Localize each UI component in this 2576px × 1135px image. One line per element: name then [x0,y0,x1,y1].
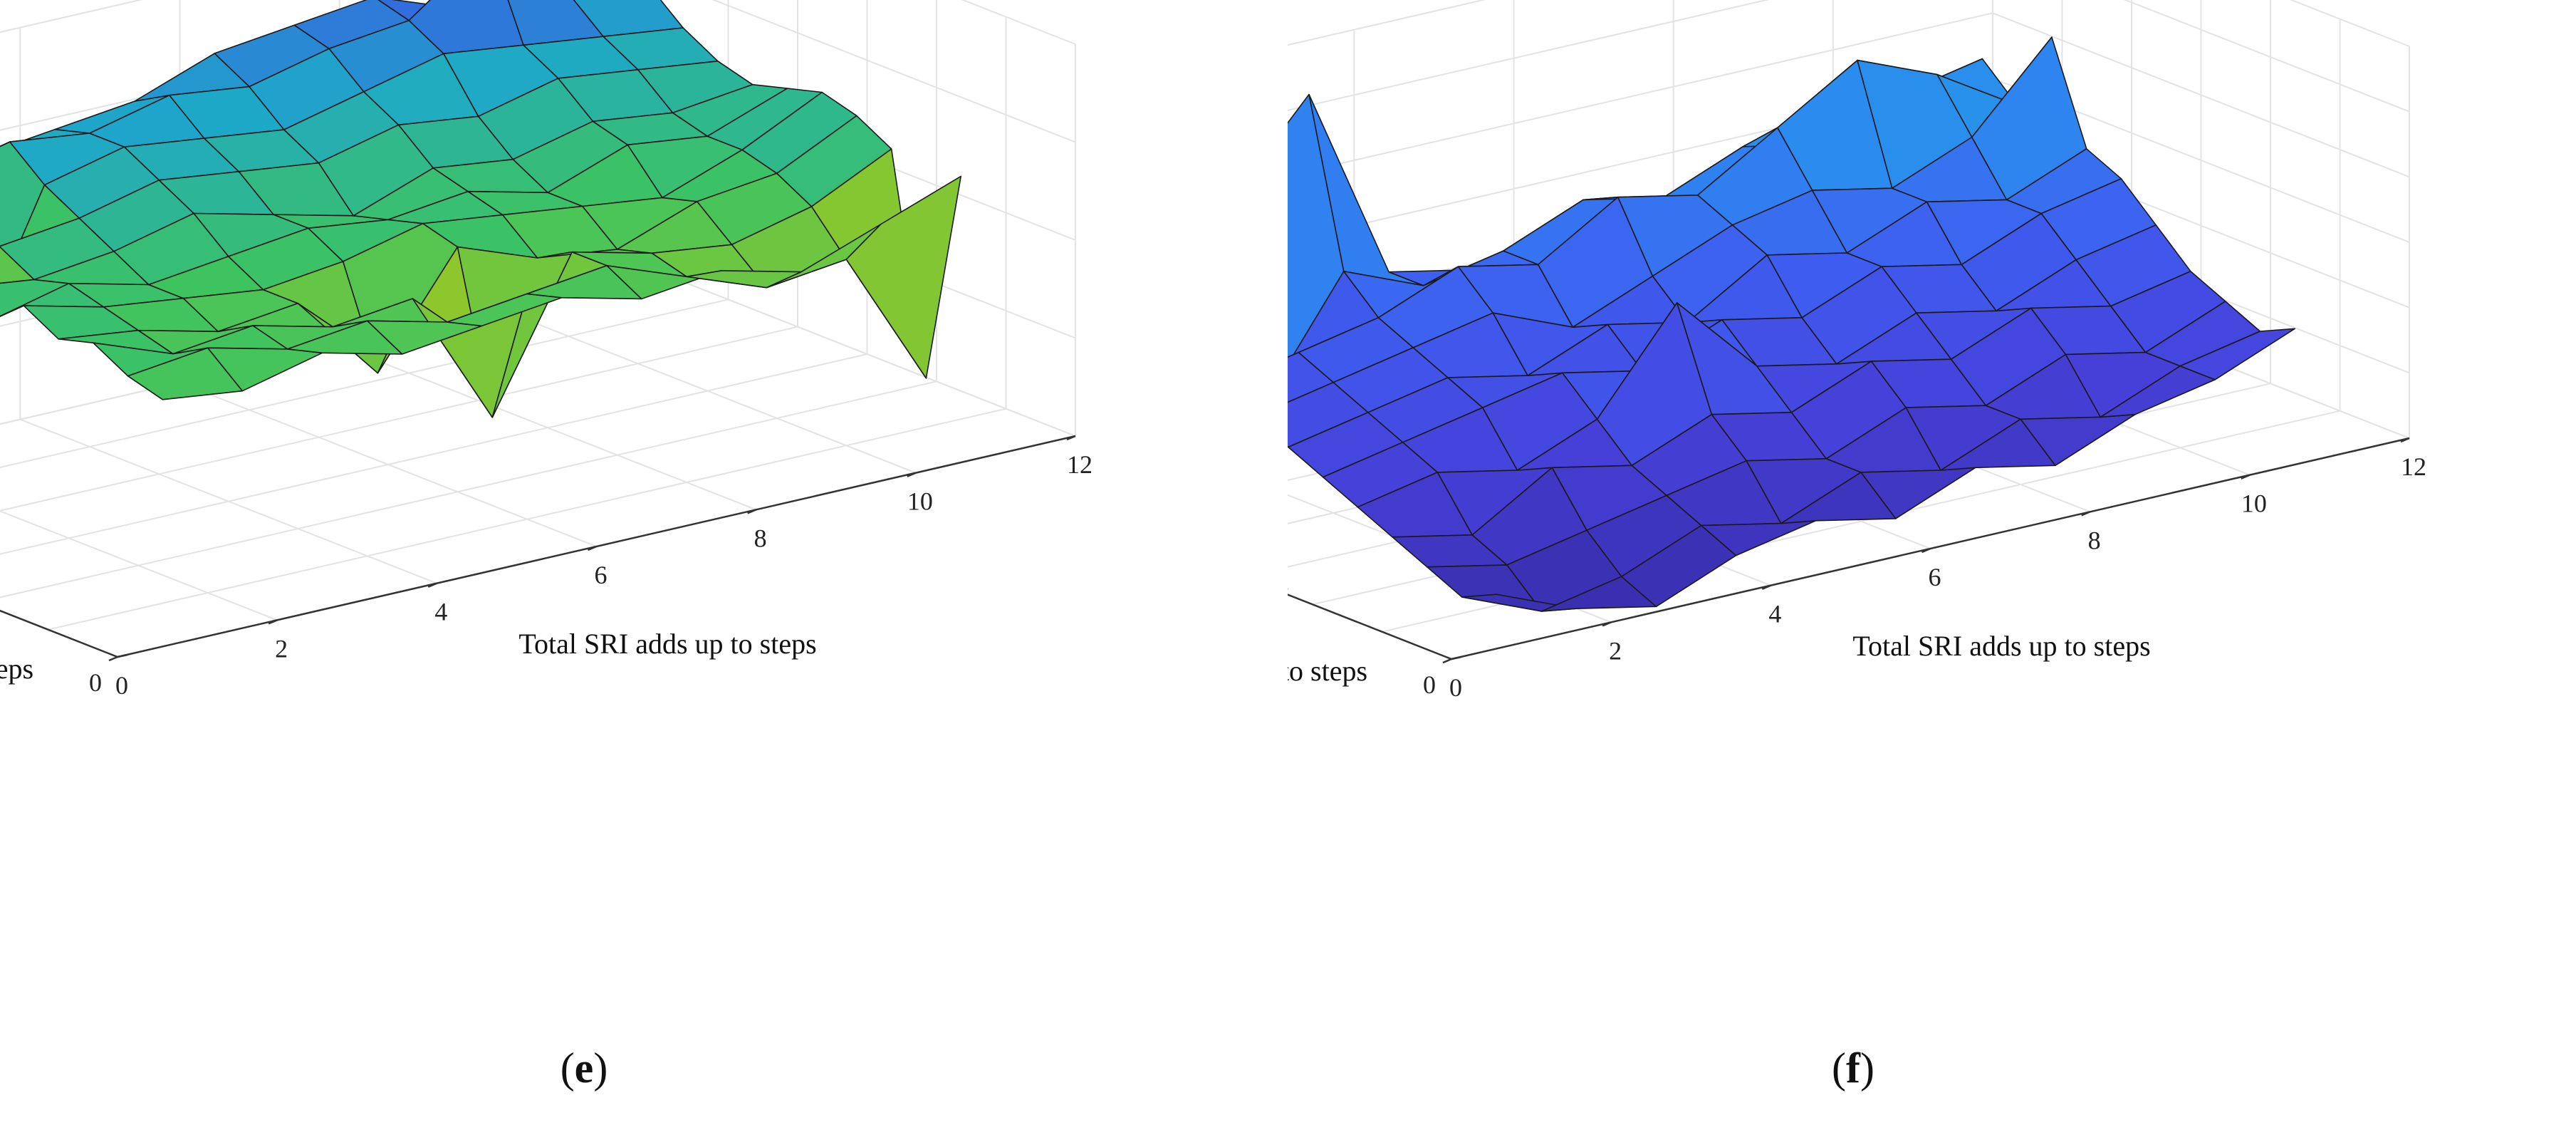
x-tick-label: 2 [1609,636,1622,665]
floor-grid-y [0,326,798,512]
surface [1288,36,2295,612]
x-tick-label: 0 [1449,673,1462,702]
x-tick-label: 12 [1067,450,1093,479]
y-axis-label: Total T adds up to steps [1288,655,1367,687]
x-tick-mark [108,655,118,662]
y-axis-line [0,609,118,658]
panel-f: 02468101205100.60.811.21.41.61.8Total SR… [1288,0,2575,1135]
x-tick-label: 4 [1768,600,1781,628]
side-wall-grid-z [2123,0,2410,113]
caption-e: (e) [560,1045,608,1092]
side-wall-grid-z [711,0,1076,143]
caption-f-letter: f [1846,1045,1860,1092]
x-tick-mark [1066,435,1076,441]
x-tick-mark [1761,584,1771,590]
x-tick-mark [907,472,917,477]
x-tick-label: 8 [754,524,767,552]
x-tick-label: 10 [907,487,933,516]
x-tick-label: 6 [1929,563,1941,591]
x-tick-label: 2 [275,634,288,663]
x-tick-mark [2241,474,2251,480]
back-wall-grid-z [1288,0,1770,111]
x-tick-mark [747,509,757,514]
x-tick-mark [2400,437,2410,443]
cv-rmse-surface-chart: 02468101205100.60.811.21.41.61.8Total SR… [1288,0,2426,702]
x-tick-label: 4 [434,598,447,626]
floor-grid-y [48,408,1006,631]
x-tick-mark [268,619,278,625]
x-tick-mark [1602,621,1612,627]
x-axis-label: Total SRI adds up to steps [1852,630,2150,662]
y-tick-mark [1451,655,1462,660]
floor-grid-x [0,510,278,621]
x-tick-label: 12 [2401,452,2426,481]
floor-grid-y [0,353,867,555]
x-tick-mark [588,545,597,551]
y-axis-label: Total T adds up to steps [0,653,33,685]
x-tick-mark [427,582,437,588]
y-axis-line [1288,594,1452,660]
side-wall-grid-z [2289,0,2410,47]
y-tick-label: 0 [1423,670,1436,699]
y-tick-label: 0 [89,668,102,697]
surface-patch [0,246,35,284]
r2-surface-chart: 0246810120510-1-0.500.51Total SRI adds u… [0,0,1093,700]
side-wall-grid-z [1992,12,2410,178]
x-tick-label: 10 [2241,489,2267,518]
side-wall-grid-z [961,0,1076,45]
back-wall-grid-z [1288,12,1993,177]
x-axis-label: Total SRI adds up to steps [518,628,816,660]
x-tick-label: 8 [2088,526,2101,554]
x-tick-label: 6 [595,561,608,589]
floor-grid-y [0,299,729,469]
x-tick-mark [1442,658,1452,664]
x-tick-mark [1921,547,1931,554]
axes [0,435,1076,662]
caption-e-letter: e [574,1045,594,1092]
x-tick-mark [2081,511,2091,517]
surface-patch [845,175,961,379]
tick-labels: 0246810120510-1-0.500.51 [89,450,1093,700]
caption-f: (f) [1832,1045,1874,1092]
x-tick-label: 0 [115,671,128,700]
surface [0,0,961,418]
axes [1288,437,2410,664]
tick-labels: 02468101205100.60.811.21.41.61.8 [1423,452,2426,702]
y-tick-mark [117,653,128,658]
surface-patch [2179,328,2295,380]
side-wall-grid-z [658,271,1076,437]
panel-e: 0246810120510-1-0.500.51Total SRI adds u… [0,0,1093,1092]
floor-grid-y [0,380,937,598]
